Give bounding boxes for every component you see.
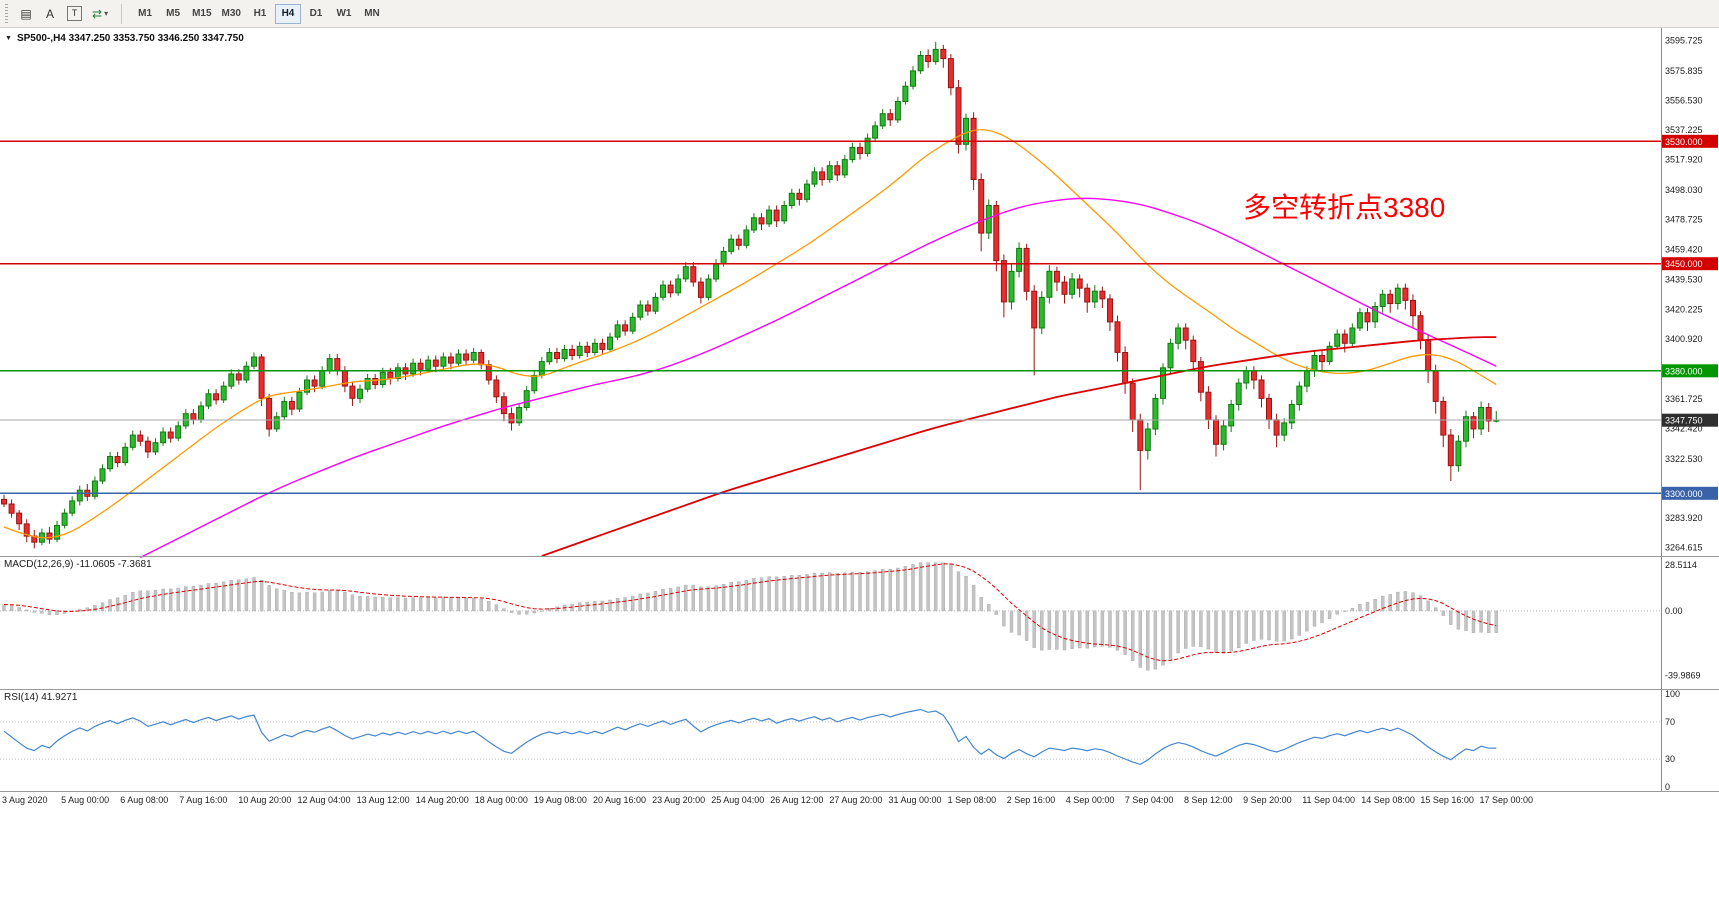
- time-axis[interactable]: 3 Aug 2020 5 Aug 00:00 6 Aug 08:00 7 Aug 16…: [2, 795, 1533, 805]
- time-axis-label: 9 Sep 20:00: [1243, 795, 1292, 805]
- macd-signal-line: [3, 563, 1497, 662]
- macd-axis-label: 28.5114: [1665, 560, 1697, 570]
- chart-ohlc-text: SP500-,H4 3347.250 3353.750 3346.250 334…: [16, 33, 244, 44]
- text-label-icon: T: [67, 6, 82, 21]
- rsi-axis-label: 0: [1665, 782, 1670, 792]
- rsi-axis-label: 100: [1665, 689, 1680, 699]
- timeframe-mn[interactable]: MN: [359, 4, 385, 24]
- time-axis-label: 1 Sep 08:00: [948, 795, 997, 805]
- candlesticks: [1, 41, 1500, 549]
- price-badge-label: 3450.000: [1665, 259, 1703, 269]
- time-axis-label: 12 Aug 04:00: [298, 795, 351, 805]
- timeframe-m1[interactable]: M1: [132, 4, 158, 24]
- time-axis-label: 20 Aug 16:00: [593, 795, 646, 805]
- price-badge-label: 3300.000: [1665, 489, 1703, 499]
- price-axis-label: 3420.225: [1665, 304, 1703, 314]
- rsi-axis-label: 70: [1665, 717, 1675, 727]
- timeframe-group: M1 M5 M15 M30 H1 H4 D1 W1 MN: [131, 3, 386, 24]
- time-axis-label: 11 Sep 04:00: [1302, 795, 1355, 805]
- toolbar: ▤ A T ⇄ ▾ M1 M5 M15 M30 H1 H4 D1 W1 MN: [0, 0, 1719, 28]
- price-badge: [1662, 413, 1718, 427]
- text-a-icon: A: [45, 6, 54, 21]
- toolbar-separator: [121, 3, 123, 24]
- time-axis-label: 6 Aug 08:00: [120, 795, 168, 805]
- chart-annotation-text[interactable]: 多空转折点3380: [1243, 192, 1446, 223]
- text-annotation-tool-button[interactable]: A: [39, 4, 61, 24]
- macd-axis-label: -39.9869: [1665, 670, 1701, 680]
- macd-histogram: [2, 562, 1499, 671]
- timeframe-h4[interactable]: H4: [274, 3, 301, 24]
- rsi-axis-label: 30: [1665, 754, 1675, 764]
- price-axis-label: 3537.225: [1665, 125, 1703, 135]
- time-axis-label: 7 Aug 16:00: [179, 795, 227, 805]
- dropdown-caret-icon: ▾: [104, 9, 109, 18]
- cycle-lines-tool-button[interactable]: ⇄ ▾: [88, 4, 112, 24]
- timeframe-w1[interactable]: W1: [331, 4, 357, 24]
- price-badge: [1662, 257, 1718, 271]
- chart-list-icon: ▤: [20, 6, 32, 21]
- text-label-tool-button[interactable]: T: [63, 4, 86, 24]
- macd-axis-label: 0.00: [1665, 606, 1683, 616]
- chart-expand-triangle-icon: ▼: [5, 35, 12, 42]
- time-axis-label: 15 Sep 16:00: [1420, 795, 1474, 805]
- price-badge: [1662, 364, 1718, 378]
- price-axis-label: 3439.530: [1665, 275, 1703, 285]
- price-badge-label: 3380.000: [1665, 366, 1703, 376]
- timeframe-h1[interactable]: H1: [247, 4, 273, 24]
- price-axis-label: 3459.420: [1665, 244, 1703, 254]
- macd-indicator-label: MACD(12,26,9) -11.0605 -7.3681: [4, 559, 152, 570]
- time-axis-label: 18 Aug 00:00: [475, 795, 528, 805]
- time-axis-label: 19 Aug 08:00: [534, 795, 587, 805]
- time-axis-label: 26 Aug 12:00: [770, 795, 823, 805]
- timeframe-m5[interactable]: M5: [160, 4, 186, 24]
- time-axis-label: 17 Sep 00:00: [1480, 795, 1534, 805]
- price-chart-canvas[interactable]: 3595.725 3575.835 3556.530 3537.225 3517.920…: [0, 28, 1719, 898]
- price-axis-label: 3517.920: [1665, 155, 1703, 165]
- time-axis-label: 14 Sep 08:00: [1361, 795, 1415, 805]
- timeframe-m15[interactable]: M15: [188, 4, 215, 24]
- toolbar-grip[interactable]: [5, 3, 8, 24]
- time-axis-label: 27 Aug 20:00: [829, 795, 882, 805]
- price-axis-label: 3361.725: [1665, 394, 1703, 404]
- time-axis-label: 5 Aug 00:00: [61, 795, 109, 805]
- time-axis-label: 10 Aug 20:00: [238, 795, 291, 805]
- chart-ohlc-header: ▼ SP500-,H4 3347.250 3353.750 3346.250 3…: [5, 33, 244, 44]
- price-axis[interactable]: 3595.725 3575.835 3556.530 3537.225 3517.920…: [1662, 36, 1718, 553]
- horizontal-level-lines[interactable]: [0, 140, 1661, 495]
- rsi-indicator-label: RSI(14) 41.9271: [4, 692, 78, 703]
- time-axis-label: 23 Aug 20:00: [652, 795, 705, 805]
- price-badge: [1662, 134, 1718, 148]
- time-axis-label: 8 Sep 12:00: [1184, 795, 1233, 805]
- price-axis-label: 3322.530: [1665, 454, 1703, 464]
- time-axis-label: 4 Sep 00:00: [1066, 795, 1115, 805]
- price-axis-label: 3283.920: [1665, 513, 1703, 523]
- price-axis-label: 3595.725: [1665, 36, 1703, 46]
- time-axis-label: 3 Aug 2020: [2, 795, 48, 805]
- rsi-line: [3, 708, 1497, 766]
- ma-fast-orange: [3, 129, 1497, 539]
- charts-tool-button[interactable]: ▤: [15, 4, 37, 24]
- price-badge: [1662, 486, 1718, 500]
- chart-window: 3595.725 3575.835 3556.530 3537.225 3517.920…: [0, 28, 1719, 898]
- time-axis-label: 25 Aug 04:00: [711, 795, 764, 805]
- time-axis-label: 31 Aug 00:00: [889, 795, 942, 805]
- timeframe-m30[interactable]: M30: [218, 4, 245, 24]
- price-badge-label: 3530.000: [1665, 137, 1703, 147]
- time-axis-label: 13 Aug 12:00: [357, 795, 410, 805]
- ma-mid-magenta: [139, 197, 1497, 559]
- price-axis-label: 3400.920: [1665, 334, 1703, 344]
- timeframe-d1[interactable]: D1: [303, 4, 329, 24]
- price-axis-label: 3575.835: [1665, 66, 1703, 76]
- time-axis-label: 14 Aug 20:00: [416, 795, 469, 805]
- ma-slow-red: [541, 336, 1497, 557]
- time-axis-label: 2 Sep 16:00: [1007, 795, 1056, 805]
- time-axis-label: 7 Sep 04:00: [1125, 795, 1174, 805]
- price-axis-label: 3478.725: [1665, 215, 1703, 225]
- price-badge-label: 3347.750: [1665, 416, 1703, 426]
- cycle-arrows-icon: ⇄: [92, 6, 103, 21]
- price-axis-label: 3556.530: [1665, 96, 1703, 106]
- price-axis-label: 3264.615: [1665, 542, 1703, 552]
- price-axis-label: 3498.030: [1665, 185, 1703, 195]
- price-axis-label: 3342.420: [1665, 423, 1703, 433]
